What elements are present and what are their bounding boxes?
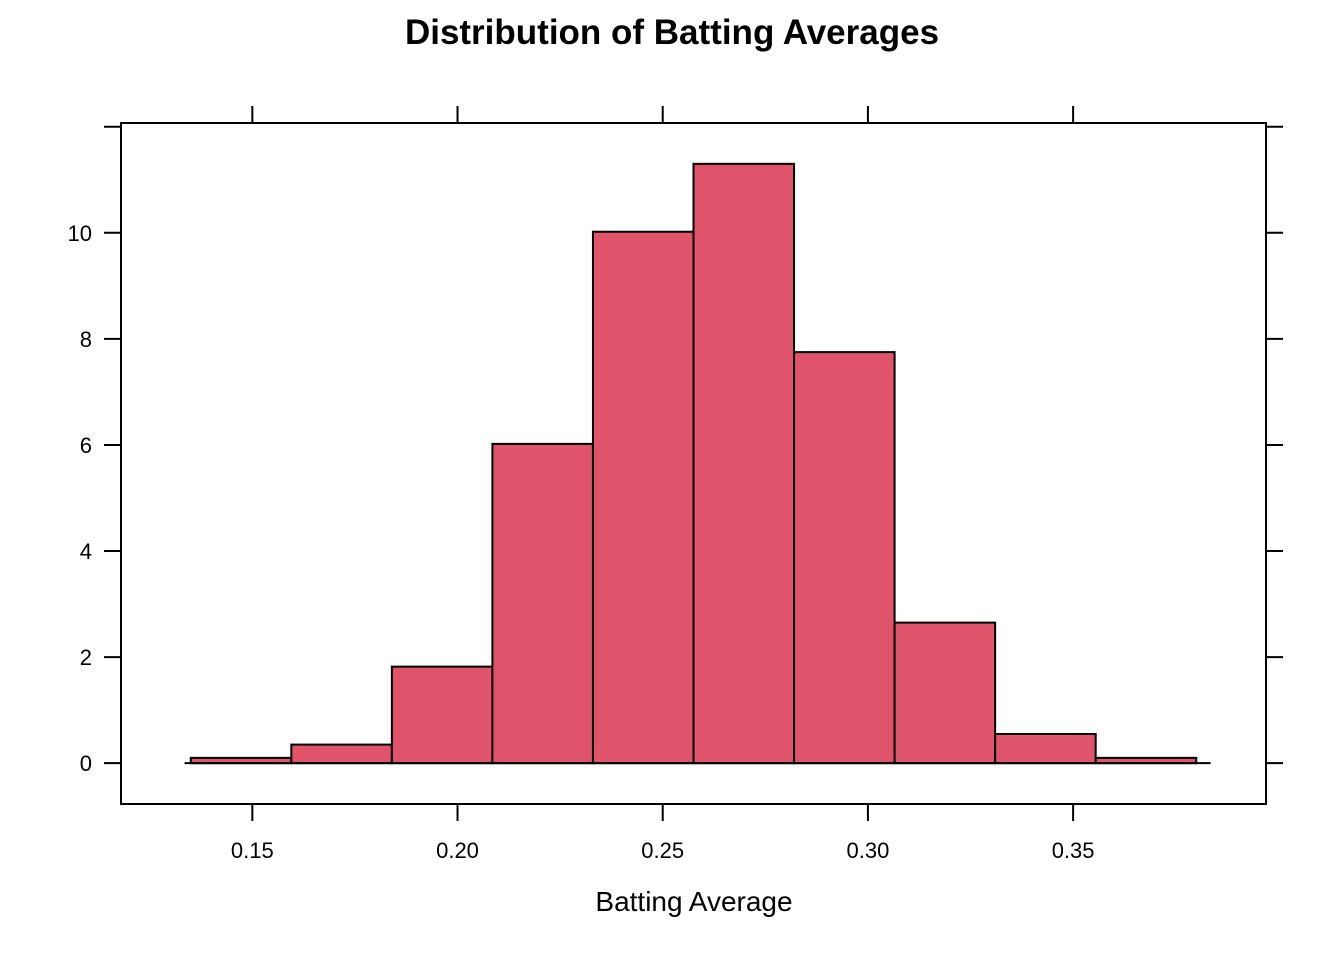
histogram-bar-4 <box>491 442 594 765</box>
histogram-bars <box>189 162 1198 765</box>
y-tick-label-3: 4 <box>80 539 92 564</box>
y-tick-label-1: 0 <box>80 751 92 776</box>
x-tick-label-2: 0.20 <box>436 838 479 863</box>
x-tick-label-3: 0.25 <box>641 838 684 863</box>
y-tick-label-4: 6 <box>80 433 92 458</box>
histogram-bar-2 <box>290 743 393 765</box>
plot-frame <box>120 122 1267 805</box>
histogram-bar-3 <box>390 665 494 765</box>
y-axis-tick-labels: 0 2 4 6 8 10 <box>68 221 92 776</box>
histogram-bar-9 <box>994 732 1097 765</box>
chart-title: Distribution of Batting Averages <box>405 13 939 52</box>
x-tick-label-1: 0.15 <box>231 838 274 863</box>
x-tick-label-5: 0.35 <box>1052 838 1095 863</box>
y-axis-ticks <box>104 125 1283 765</box>
histogram-bar-7 <box>793 351 896 765</box>
histogram-bar-5 <box>591 230 695 765</box>
y-tick-label-5: 8 <box>80 327 92 352</box>
histogram-bar-8 <box>893 621 997 765</box>
x-axis-tick-labels: 0.15 0.20 0.25 0.30 0.35 <box>231 838 1095 863</box>
x-axis-ticks <box>251 106 1075 821</box>
x-axis-label: Batting Average <box>595 886 792 917</box>
y-tick-label-6: 10 <box>68 221 92 246</box>
y-tick-label-2: 2 <box>80 645 92 670</box>
histogram-bar-6 <box>692 162 796 765</box>
x-tick-label-4: 0.30 <box>847 838 890 863</box>
